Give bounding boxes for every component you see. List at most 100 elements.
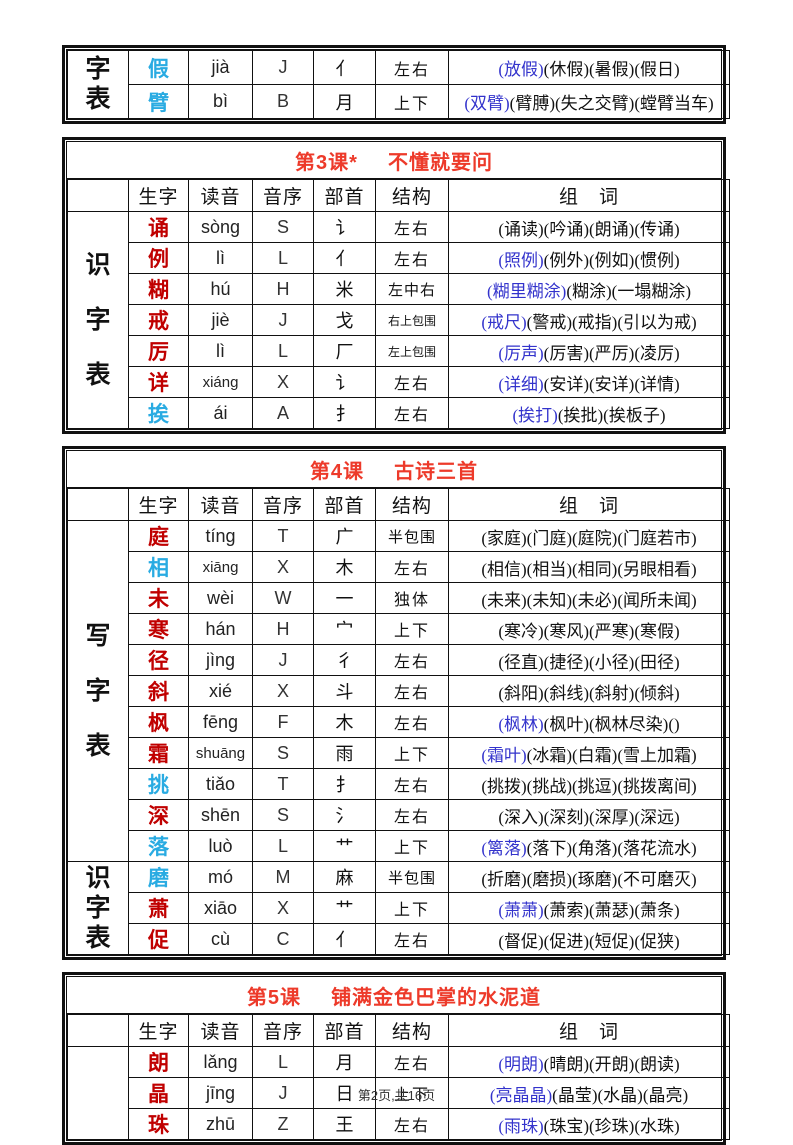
word-group: (厉害) xyxy=(543,343,589,363)
structure-cell: 左右 xyxy=(375,675,449,707)
column-header: 组 词 xyxy=(448,1014,730,1047)
lesson-table-border: 第4课 古诗三首 生字 读音 音序 部首 结构组 词写字表庭 tíng T 广半包围 (家庭)(门庭… xyxy=(66,450,730,956)
new-character-cell: 深 xyxy=(128,799,189,831)
structure-cell: 上下 xyxy=(375,613,449,645)
alphabetic-order-cell: M xyxy=(252,861,314,893)
new-character-cell: 详 xyxy=(128,366,189,398)
header-row: 生字 读音 音序 部首 结构组 词 xyxy=(67,179,730,212)
new-character-cell: 落 xyxy=(128,830,189,862)
structure-cell: 左右 xyxy=(375,923,449,955)
word-group: (角落) xyxy=(572,838,618,858)
pinyin-cell: ái xyxy=(188,397,253,429)
alphabetic-order-cell: X xyxy=(252,892,314,924)
word-groups-cell: (相信)(相当)(相同)(另眼相看) xyxy=(448,551,730,583)
word-group: (相同) xyxy=(572,559,618,579)
new-character-cell: 促 xyxy=(128,923,189,955)
new-character-cell: 挨 xyxy=(128,397,189,429)
character-row: 深 shēn S 氵左右 (深入)(深刻)(深厚)(深远) xyxy=(68,799,730,831)
structure-cell: 左右 xyxy=(375,397,449,429)
word-group: (挑拨) xyxy=(481,776,527,796)
new-character: 相 xyxy=(148,556,169,580)
section-label: 字表 xyxy=(69,56,128,112)
character-row: 识字表磨 mó M 麻半包围 (折磨)(磨损)(琢磨)(不可磨灭) xyxy=(67,861,730,955)
section-label-char: 识 xyxy=(85,251,111,279)
character-row: 字表假 jià J 亻左右 (放假)(休假)(暑假)(假日) xyxy=(67,50,730,119)
new-character: 未 xyxy=(148,587,169,611)
character-row: 挑 tiǎo T 扌左右 (挑拨)(挑战)(挑逗)(挑拨离间) xyxy=(68,768,730,800)
word-group-highlighted: (枫林) xyxy=(498,714,544,734)
word-groups-cell: (萧萧)(萧索)(萧瑟)(萧条) xyxy=(448,892,730,924)
word-group-highlighted: (明朗) xyxy=(498,1054,544,1074)
new-character: 臂 xyxy=(148,90,169,115)
pinyin-cell: hú xyxy=(188,273,253,305)
new-character-cell: 厉 xyxy=(128,335,189,367)
new-character: 挑 xyxy=(148,773,169,797)
section-label: 写字表 xyxy=(69,622,128,760)
structure-cell: 上下 xyxy=(375,84,449,119)
structure-cell: 左右 xyxy=(375,799,449,831)
word-group: (一塌糊涂) xyxy=(611,281,691,301)
alphabetic-order-cell: H xyxy=(252,613,314,645)
section-label-char: 字 xyxy=(85,56,111,83)
new-character-cell: 相 xyxy=(128,551,189,583)
column-header: 组 词 xyxy=(448,179,730,212)
structure-cell: 左右 xyxy=(375,551,449,583)
word-group: (珍珠) xyxy=(589,1116,635,1136)
word-group: (例外) xyxy=(543,250,589,270)
alphabetic-order-cell: S xyxy=(252,737,314,769)
section-label-char: 表 xyxy=(85,732,111,760)
word-group: (闻所未闻) xyxy=(617,590,697,610)
word-group: (寒假) xyxy=(634,621,680,641)
alphabetic-order-cell: B xyxy=(252,84,314,119)
new-character-cell: 戒 xyxy=(128,304,189,336)
character-row: 例 lì L 亻左右 (照例)(例外)(例如)(惯例) xyxy=(68,242,730,274)
word-group: (休假) xyxy=(543,60,589,79)
word-group: (督促) xyxy=(498,931,544,951)
word-group: (门庭) xyxy=(526,528,572,548)
structure-cell: 左中右 xyxy=(375,273,449,305)
character-row: 写字表庭 tíng T 广半包围 (家庭)(门庭)(庭院)(门庭若市) xyxy=(67,520,730,862)
structure-cell: 左右 xyxy=(375,706,449,738)
lesson-number: 第4课 xyxy=(309,460,365,483)
new-character: 假 xyxy=(148,56,169,81)
lesson-table-border: 第3课* 不懂就要问 生字 读音 音序 部首 结构组 词识字表诵 sòng S 讠左右 (诵读)(吟… xyxy=(66,141,730,430)
character-row: 枫 fēng F 木左右 (枫林)(枫叶)(枫林尽染)() xyxy=(68,706,730,738)
word-group: (促进) xyxy=(543,931,589,951)
section-label-char: 字 xyxy=(85,306,111,334)
new-character: 斜 xyxy=(148,680,169,704)
column-header: 部首 xyxy=(313,488,376,521)
new-character: 寒 xyxy=(148,618,169,642)
character-row: 落 luò L 艹上下 (篱落)(落下)(角落)(落花流水) xyxy=(68,830,730,862)
word-groups-cell: (双臂)(臂膊)(失之交臂)(螳臂当车) xyxy=(448,84,730,119)
section-label-cell: 字表 xyxy=(67,50,129,119)
radical-cell: 扌 xyxy=(313,397,376,429)
alphabetic-order-cell: H xyxy=(252,273,314,305)
word-group: (田径) xyxy=(634,652,680,672)
lesson-name: 铺满金色巴掌的水泥道 xyxy=(331,986,542,1009)
pinyin-cell: wèi xyxy=(188,582,253,614)
word-group: (萧索) xyxy=(543,900,589,920)
lesson-name: 古诗三首 xyxy=(394,460,479,483)
new-character: 厉 xyxy=(148,340,169,364)
column-header: 读音 xyxy=(188,488,253,521)
column-header: 音序 xyxy=(252,1014,314,1047)
lesson-number: 第3课* xyxy=(295,151,358,174)
structure-cell: 上下 xyxy=(375,892,449,924)
word-group: (朗诵) xyxy=(589,219,635,239)
column-header: 读音 xyxy=(188,1014,253,1047)
radical-cell: 月 xyxy=(313,1046,376,1078)
page-number-footer: 第2页,共16页 xyxy=(357,1088,436,1103)
word-group: (挨批) xyxy=(557,405,604,425)
word-group: (朗读) xyxy=(634,1054,680,1074)
pinyin-cell: xié xyxy=(188,675,253,707)
alphabetic-order-cell: L xyxy=(252,830,314,862)
word-group: (诵读) xyxy=(498,219,544,239)
structure-cell: 左右 xyxy=(375,211,449,243)
section-label-char: 写 xyxy=(85,622,111,650)
vocabulary-worksheet: 字表假 jià J 亻左右 (放假)(休假)(暑假)(假日) 臂 bì B 月上下 (双臂)(臂膊… xyxy=(62,45,730,1145)
alphabetic-order-cell: J xyxy=(252,304,314,336)
word-group: (另眼相看) xyxy=(617,559,697,579)
radical-cell: 艹 xyxy=(313,830,376,862)
lesson-title: 第4课 古诗三首 xyxy=(67,451,721,488)
word-group: (挨板子) xyxy=(603,405,666,425)
